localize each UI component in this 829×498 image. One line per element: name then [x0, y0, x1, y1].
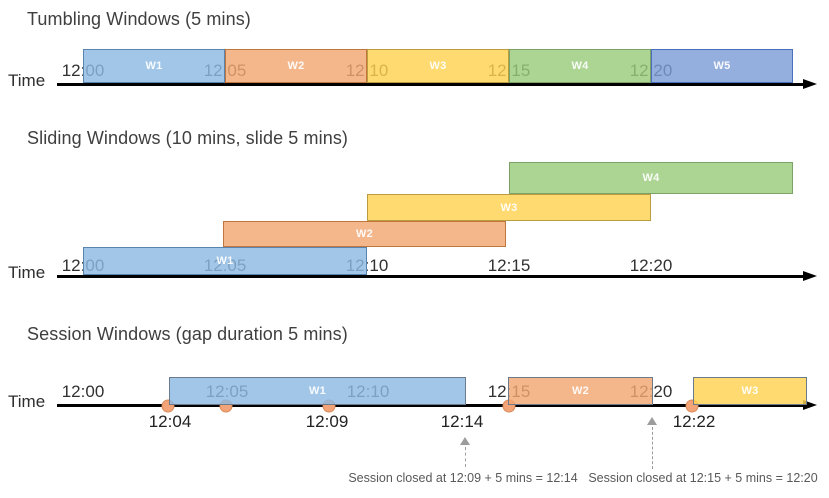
- tick-label: 12:20: [629, 256, 673, 275]
- arrow-head: [460, 437, 470, 445]
- session-closed-annotation: Session closed at 12:09 + 5 mins = 12:14: [348, 471, 578, 485]
- session-title: Session Windows (gap duration 5 mins): [27, 324, 348, 344]
- arrow-shaft: [464, 447, 466, 467]
- window-w4-bar: W4: [509, 49, 651, 83]
- window-label: W5: [713, 60, 731, 72]
- timeline-arrow-icon: [803, 271, 817, 281]
- tumbling-title: Tumbling Windows (5 mins): [27, 9, 251, 29]
- timeline-arrow-icon: [803, 400, 817, 410]
- window-label: W2: [287, 60, 305, 72]
- window-w1-bar: W1: [83, 247, 367, 275]
- time-axis-label: Time: [8, 263, 46, 282]
- window-w3-bar: W3: [693, 377, 807, 405]
- window-w2-bar: W2: [225, 49, 367, 83]
- session-closed-annotation: Session closed at 12:15 + 5 mins = 12:20: [588, 471, 818, 485]
- dashed-arrow-up-icon: [460, 437, 470, 467]
- arrow-head: [647, 417, 657, 425]
- tick-label: 12:15: [487, 256, 531, 275]
- window-w5-bar: W5: [651, 49, 793, 83]
- window-w1-bar: W1: [169, 377, 466, 405]
- window-label: W3: [741, 384, 759, 397]
- event-time-label: 12:09: [305, 412, 349, 431]
- window-label: W2: [355, 228, 374, 240]
- window-label: W3: [429, 60, 447, 72]
- window-w2-bar: W2: [223, 221, 506, 247]
- window-label: W1: [145, 60, 163, 72]
- window-w2-bar: W2: [508, 377, 653, 405]
- timeline-arrow-icon: [803, 79, 817, 89]
- window-label: W4: [642, 172, 660, 184]
- window-label: W4: [571, 60, 589, 72]
- window-label: W2: [571, 384, 590, 397]
- event-time-label: 12:04: [148, 412, 192, 431]
- event-time-label: 12:14: [440, 412, 484, 431]
- window-label: W3: [500, 201, 518, 214]
- window-label: W1: [308, 384, 327, 397]
- timeline: [57, 83, 805, 86]
- dashed-arrow-up-icon: [647, 417, 657, 469]
- sliding-title: Sliding Windows (10 mins, slide 5 mins): [27, 128, 349, 148]
- time-axis-label: Time: [8, 392, 46, 411]
- event-time-label: 12:22: [672, 412, 716, 431]
- timeline: [57, 275, 805, 278]
- arrow-shaft: [651, 427, 653, 469]
- timeline: [57, 404, 805, 407]
- window-w3-bar: W3: [367, 194, 651, 221]
- window-label: W1: [216, 255, 234, 267]
- window-w4-bar: W4: [509, 162, 793, 194]
- tick-label: 12:00: [61, 382, 105, 401]
- time-axis-label: Time: [8, 71, 46, 90]
- window-w3-bar: W3: [367, 49, 509, 83]
- window-w1-bar: W1: [83, 49, 225, 83]
